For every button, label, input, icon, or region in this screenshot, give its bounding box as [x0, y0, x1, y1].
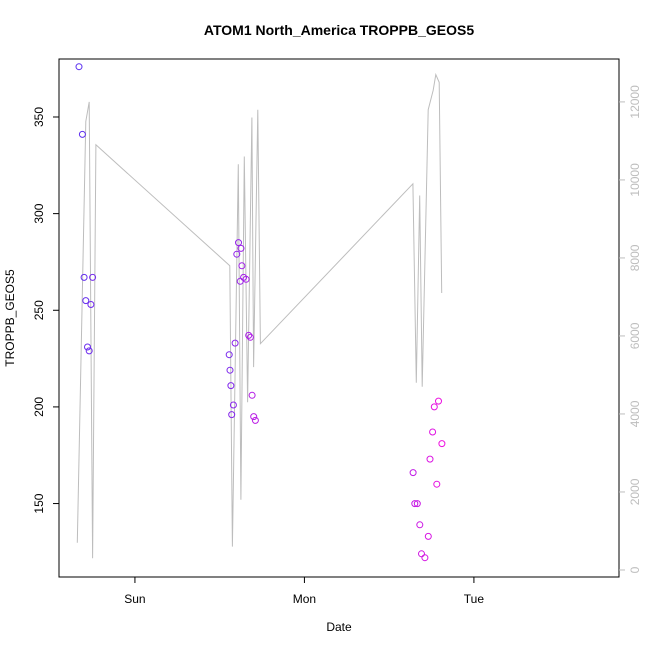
- scatter-point: [409, 469, 417, 477]
- scatter-point: [237, 244, 245, 252]
- y-tick-label: 350: [32, 107, 46, 127]
- y2-tick-label: 10000: [628, 163, 642, 197]
- y-axis-label: TROPPB_GEOS5: [3, 269, 17, 367]
- scatter-point: [426, 455, 434, 463]
- scatter-point: [435, 397, 442, 405]
- chart-title: ATOM1 North_America TROPPB_GEOS5: [204, 22, 474, 38]
- scatter-point: [84, 343, 91, 351]
- scatter-point: [82, 297, 90, 305]
- scatter-point: [421, 554, 429, 562]
- scatter-point: [429, 428, 437, 436]
- scatter-point: [236, 277, 244, 285]
- y2-tick-label: 12000: [628, 85, 642, 119]
- x-tick-label: Tue: [464, 592, 485, 606]
- plot-frame: [58, 58, 620, 578]
- scatter-point: [438, 440, 446, 448]
- line-series-layer: [76, 72, 443, 559]
- y-tick-label: 300: [32, 203, 46, 223]
- x-tick-label: Sun: [124, 592, 145, 606]
- scatter-point: [250, 413, 258, 421]
- scatter-point: [89, 273, 97, 281]
- scatter-point: [242, 275, 250, 283]
- scatter-point: [245, 331, 253, 339]
- scatter-point: [238, 262, 246, 270]
- scatter-point: [248, 391, 256, 399]
- scatter-points-layer: [75, 63, 446, 562]
- scatter-point: [411, 500, 419, 508]
- y-axis-left: 150 200 250 300 350: [32, 107, 59, 514]
- x-axis-label: Date: [326, 620, 352, 634]
- scatter-point: [424, 532, 432, 540]
- scatter-point: [227, 382, 235, 390]
- y2-tick-label: 8000: [628, 244, 642, 271]
- scatter-point: [85, 347, 93, 355]
- scatter-point: [226, 366, 234, 374]
- scatter-point: [235, 239, 242, 247]
- scatter-point: [433, 480, 441, 488]
- scatter-point: [75, 63, 83, 71]
- x-axis: Sun Mon Tue: [124, 577, 484, 606]
- line-series-path: [76, 72, 443, 559]
- y2-tick-label: 0: [628, 566, 642, 573]
- scatter-point: [87, 301, 95, 308]
- scatter-point: [233, 250, 241, 258]
- y-tick-label: 150: [32, 493, 46, 513]
- scatter-point: [80, 273, 88, 281]
- y2-tick-label: 6000: [628, 322, 642, 349]
- y2-tick-label: 2000: [628, 478, 642, 505]
- scatter-point: [413, 500, 421, 508]
- scatter-point: [225, 351, 233, 359]
- y-axis-right: 0 2000 4000 6000 8000 10000 12000: [619, 85, 642, 573]
- scatter-point: [78, 130, 86, 138]
- y-tick-label: 250: [32, 300, 46, 320]
- scatter-point: [416, 521, 424, 529]
- scatter-point: [228, 411, 236, 419]
- y2-tick-label: 4000: [628, 400, 642, 427]
- scatter-point: [418, 550, 425, 558]
- scatter-point: [430, 403, 438, 411]
- x-tick-label: Mon: [293, 592, 316, 606]
- scatter-point: [251, 416, 259, 424]
- scatter-point: [246, 333, 254, 341]
- scatter-point: [229, 401, 237, 409]
- y-tick-label: 200: [32, 397, 46, 417]
- scatter-point: [231, 339, 239, 347]
